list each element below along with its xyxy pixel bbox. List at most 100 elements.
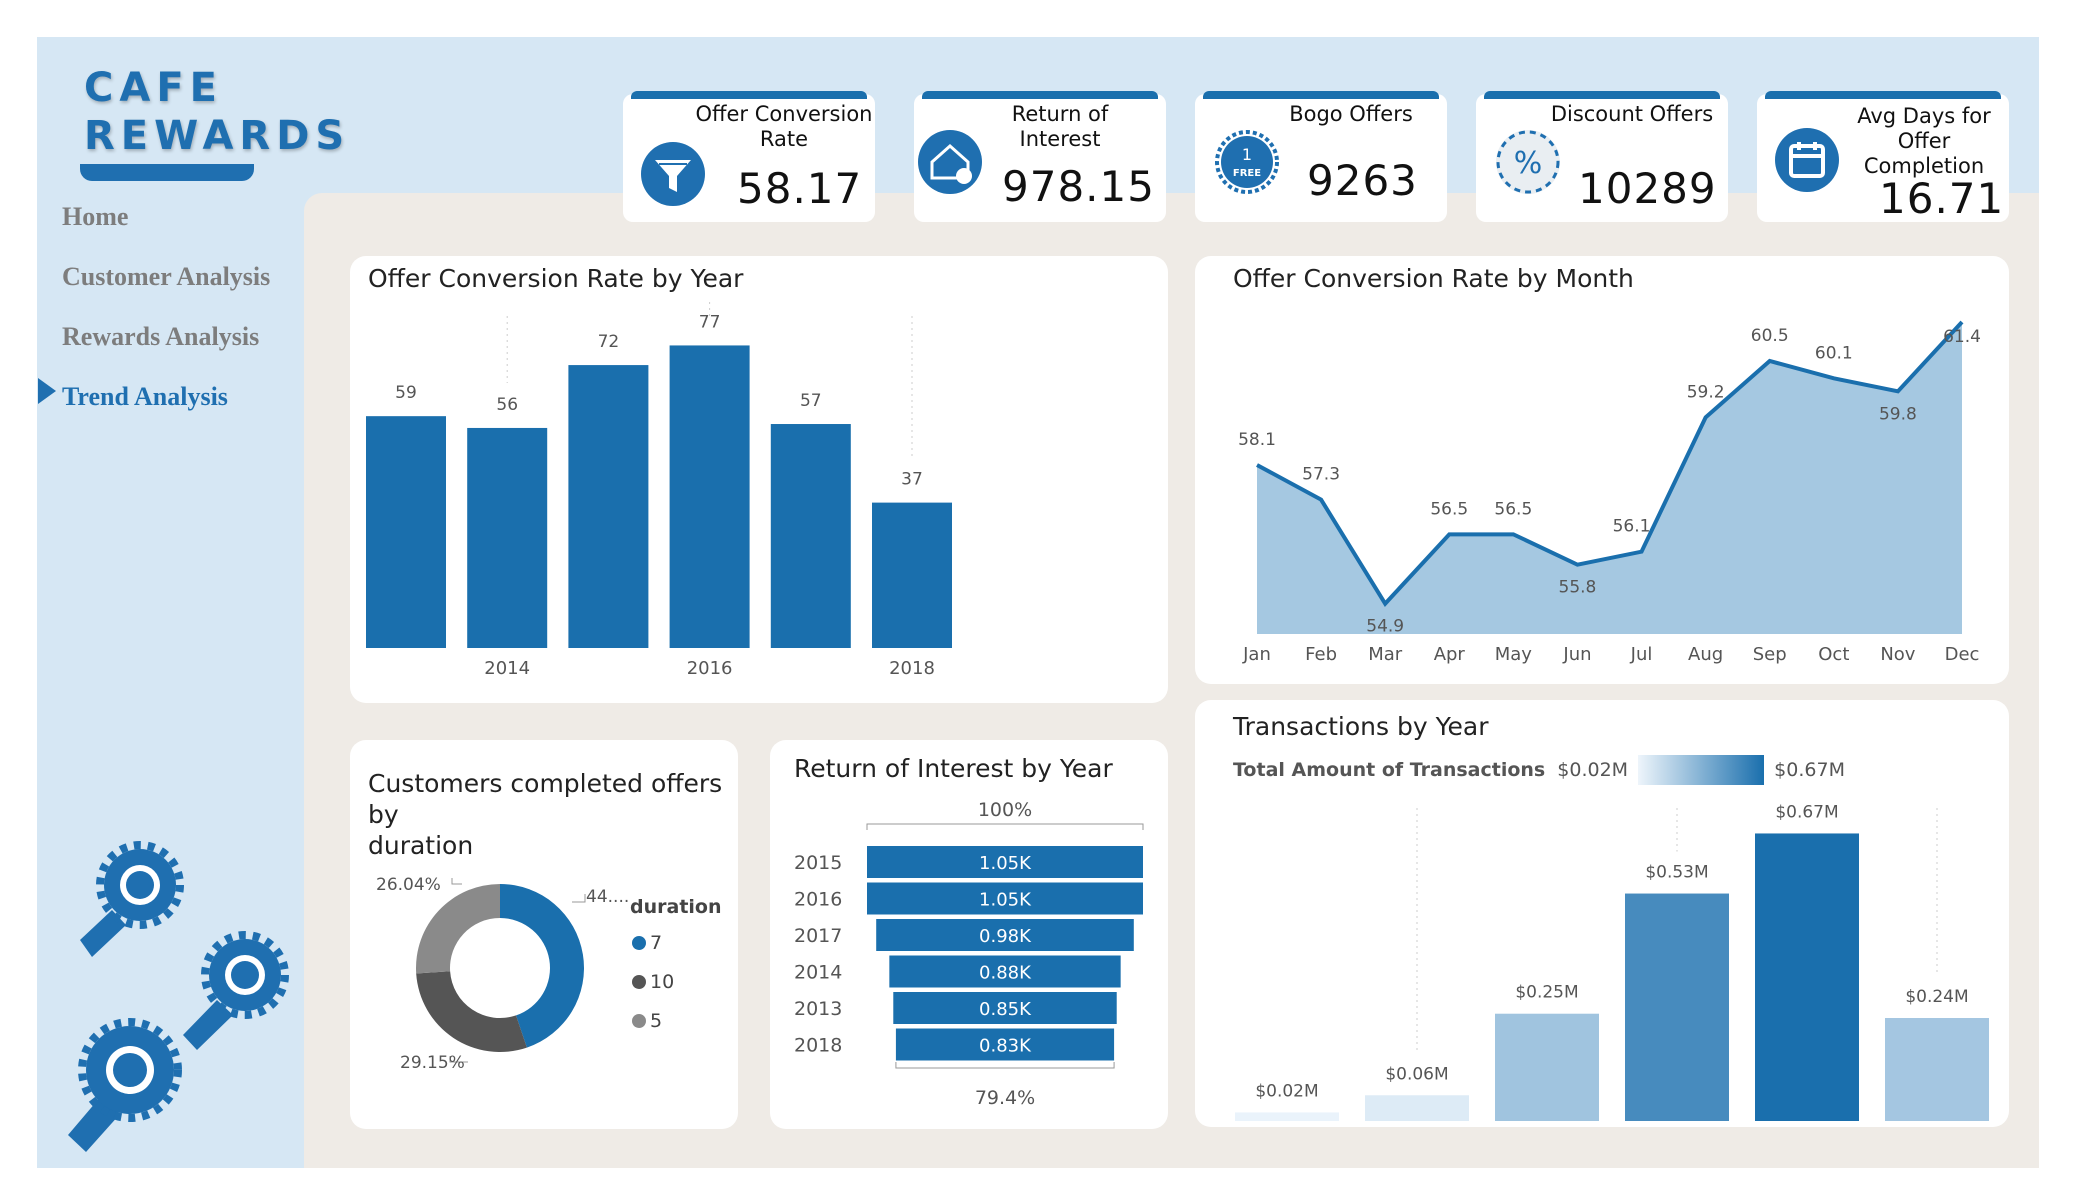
icon-text: 1 <box>1242 145 1252 164</box>
bar <box>1885 1018 1989 1121</box>
kpi-cap <box>631 91 867 99</box>
funnel-category-label: 2018 <box>794 1035 842 1057</box>
card-conversion-by-month: Offer Conversion Rate by Month 58.1 Jan 57… <box>1195 256 2009 684</box>
x-tick-label: Nov <box>1880 644 1915 665</box>
calendar-icon <box>1775 128 1839 192</box>
data-label: 54.9 <box>1366 617 1404 637</box>
legend-max: $0.67M <box>1774 759 1845 781</box>
funnel-bar <box>895 1028 1115 1061</box>
slice-label: 29.15% <box>400 1053 465 1073</box>
chart-title[interactable]: Offer Conversion Rate by Year <box>368 264 744 293</box>
brand-logo: CAFE REWARDS <box>84 64 350 160</box>
bar <box>872 502 952 648</box>
funnel-bar <box>889 955 1121 988</box>
bar <box>1625 893 1729 1121</box>
chart-title[interactable]: Customers completed offers by <box>368 769 723 829</box>
donut-slice <box>416 971 527 1052</box>
data-label: $0.53M <box>1645 863 1708 883</box>
card-conversion-by-year: Offer Conversion Rate by Year 59 56 72 77 57… <box>350 256 1168 703</box>
data-label: 59.2 <box>1687 382 1725 402</box>
nav-home[interactable]: Home <box>62 202 129 231</box>
data-label: $0.25M <box>1515 983 1578 1003</box>
card-transactions-by-year: Transactions by Year Total Amount of Tra… <box>1195 700 2009 1127</box>
card-completed-by-duration: Customers completed offers by duration 4… <box>350 740 738 1129</box>
card-roi-by-year: Return of Interest by Year 100% 1.05K 2015… <box>770 740 1168 1129</box>
brand-underline <box>80 164 254 181</box>
chart-title[interactable]: Transactions by Year <box>1233 712 1489 741</box>
month-area-chart[interactable]: 58.1 Jan 57.3 Feb 54.9 Mar 56.5 Apr 56.5 May 55.8 J… <box>1195 256 2009 684</box>
free-badge-icon: 1 FREE <box>1215 130 1279 194</box>
bar <box>1495 1013 1599 1121</box>
data-label: 72 <box>598 332 620 352</box>
x-tick-label: Aug <box>1688 644 1723 665</box>
x-tick-label: Apr <box>1434 644 1466 665</box>
legend-item[interactable]: 5 <box>632 1010 662 1032</box>
kpi-title: Bogo Offers <box>1289 102 1413 126</box>
kpi-title: Avg Days for <box>1857 104 1991 128</box>
house-icon <box>918 130 982 194</box>
funnel-value-label: 0.85K <box>979 999 1032 1020</box>
x-tick-label: Oct <box>1818 644 1849 665</box>
data-label: 56.5 <box>1494 499 1532 519</box>
legend-title: duration <box>630 896 722 918</box>
kpi-title: Offer Conversion <box>695 102 873 126</box>
nav-trend-analysis[interactable]: Trend Analysis <box>62 382 228 411</box>
year-bar-chart[interactable]: 59 56 72 77 57 37 2014 2016 2018 <box>350 256 1168 703</box>
kpi-discount-offers: % Discount Offers 10289 <box>1476 91 1728 222</box>
kpi-value: 978.15 <box>1002 162 1155 211</box>
funnel-category-label: 2017 <box>794 925 842 947</box>
badge-ribbon <box>80 910 126 957</box>
data-label: 59 <box>395 383 417 403</box>
bar <box>1755 833 1859 1121</box>
kpi-title: Discount Offers <box>1550 102 1714 126</box>
donut-slice <box>500 884 584 1048</box>
x-tick-label: 2016 <box>687 658 733 679</box>
kpi-cap <box>1203 91 1439 99</box>
funnel-value-label: 0.83K <box>979 1036 1032 1057</box>
kpi-cap <box>1484 91 1720 99</box>
legend-label: 7 <box>650 932 663 954</box>
x-tick-label: 2018 <box>889 658 935 679</box>
x-tick-label: Jun <box>1562 644 1591 665</box>
bar <box>467 427 548 648</box>
x-tick-label: Jan <box>1242 644 1271 665</box>
data-label: 56.5 <box>1430 499 1468 519</box>
funnel-top-bracket <box>866 823 1144 830</box>
data-label: $0.02M <box>1255 1081 1318 1101</box>
chart-title[interactable]: duration <box>368 831 474 860</box>
legend-item[interactable]: 7 <box>632 932 662 954</box>
transactions-bar-chart[interactable]: $0.02M$0.06M$0.25M$0.53M$0.67M$0.24M2014… <box>1195 700 2009 1127</box>
gradient-legend: Total Amount of Transactions $0.02M $0.6… <box>1233 755 1845 785</box>
donut-chart[interactable]: 44.... 29.15% 26.04% <box>350 740 738 1129</box>
kpi-cap <box>922 91 1158 99</box>
x-tick-label: Feb <box>1305 644 1337 665</box>
nav-customer-analysis[interactable]: Customer Analysis <box>62 262 271 291</box>
x-tick-label: 2014 <box>484 658 530 679</box>
icon-text: % <box>1514 146 1543 181</box>
kpi-value: 9263 <box>1307 156 1418 205</box>
active-nav-arrow-icon <box>38 378 56 404</box>
data-label: 56.1 <box>1613 517 1651 537</box>
bar <box>1365 1095 1469 1121</box>
chart-title[interactable]: Offer Conversion Rate by Month <box>1233 264 1634 293</box>
chart-title[interactable]: Return of Interest by Year <box>794 754 1113 783</box>
funnel-bottom-bracket <box>895 1062 1115 1069</box>
nav-rewards-analysis[interactable]: Rewards Analysis <box>62 322 260 351</box>
leader-line <box>449 1056 468 1063</box>
legend-item[interactable]: 10 <box>632 971 674 993</box>
funnel-bar <box>867 882 1143 915</box>
funnel-value-label: 1.05K <box>979 853 1032 874</box>
data-label: $0.24M <box>1905 987 1968 1007</box>
leader-line <box>572 894 586 903</box>
bar <box>1235 1112 1339 1121</box>
funnel-category-label: 2015 <box>794 852 842 874</box>
data-label: 57.3 <box>1302 465 1340 485</box>
bar <box>770 424 851 648</box>
leader-line <box>451 878 462 885</box>
kpi-return-of-interest: Return of Interest 978.15 <box>914 91 1166 222</box>
series-line <box>1256 320 1964 607</box>
funnel-category-label: 2014 <box>794 962 842 984</box>
data-label: 37 <box>901 470 923 490</box>
funnel-chart[interactable]: 100% 1.05K 2015 1.05K 2016 0.98K 2017 0.88K 2014… <box>770 740 1168 1129</box>
award-badges-decoration <box>68 841 289 1152</box>
